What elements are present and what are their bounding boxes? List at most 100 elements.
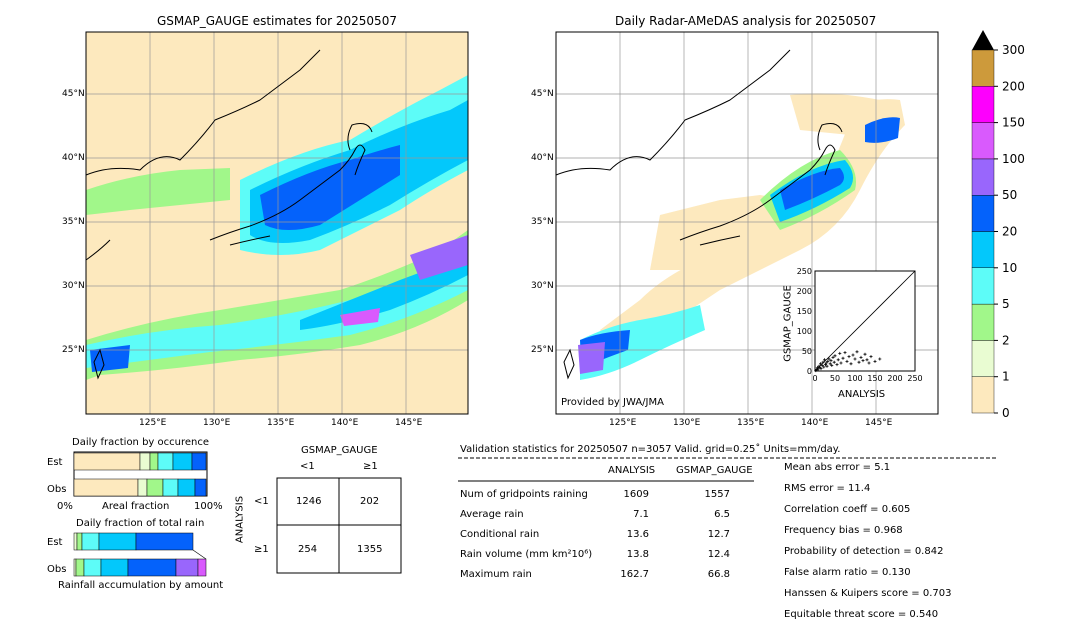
scatter-point bbox=[821, 360, 825, 364]
validation-row-gsmap: 12.7 bbox=[707, 529, 730, 540]
scatter-point bbox=[823, 358, 827, 362]
right-coastlines bbox=[555, 49, 843, 380]
scatter-x-tick: 0 bbox=[812, 374, 817, 383]
left-map bbox=[85, 31, 469, 415]
total-rain-obs-bar bbox=[73, 558, 207, 577]
scatter-point bbox=[857, 360, 861, 364]
validation-col-rule bbox=[458, 480, 754, 482]
data-credit: Provided by JWA/JMA bbox=[561, 397, 664, 408]
colorbar-label: 0 bbox=[1002, 406, 1010, 420]
scatter-point bbox=[819, 362, 823, 366]
colorbar-swatch bbox=[971, 376, 995, 414]
colorbar-label: 5 bbox=[1002, 297, 1010, 311]
right-lat-25: 25°N bbox=[531, 345, 554, 355]
scatter-point bbox=[832, 360, 836, 364]
left-lon-130: 130°E bbox=[203, 418, 231, 428]
scatter-point bbox=[820, 363, 824, 367]
scatter-point bbox=[819, 367, 823, 371]
left-lat-40: 40°N bbox=[62, 153, 85, 163]
scatter-point bbox=[851, 353, 855, 357]
scatter-point bbox=[825, 364, 829, 368]
scatter-x-tick: 50 bbox=[830, 374, 840, 383]
colorbar-label: 300 bbox=[1002, 43, 1025, 57]
contingency-grid bbox=[276, 477, 402, 574]
scatter-y-tick: 250 bbox=[797, 267, 812, 276]
colorbar-swatch bbox=[971, 122, 995, 160]
validation-row-label: Rain volume (mm km²10⁶) bbox=[460, 549, 593, 560]
scatter-point bbox=[878, 357, 882, 361]
validation-row-analysis: 13.8 bbox=[626, 549, 649, 560]
occurrence-axis-left: 0% bbox=[57, 501, 73, 512]
colorbar-swatch bbox=[971, 340, 995, 377]
scatter-y-tick: 50 bbox=[802, 347, 812, 356]
scatter-point bbox=[847, 355, 851, 359]
colorbar-label: 20 bbox=[1002, 225, 1017, 239]
occurrence-est-label: Est bbox=[47, 457, 63, 468]
scatter-x-tick: 250 bbox=[907, 374, 922, 383]
contingency-side-label: ANALYSIS bbox=[234, 495, 246, 544]
scatter-y-tick: 0 bbox=[807, 367, 812, 376]
scatter-point bbox=[830, 363, 834, 367]
right-lat-30: 30°N bbox=[531, 281, 554, 291]
right-lat-40: 40°N bbox=[531, 153, 554, 163]
scatter-point bbox=[815, 368, 819, 372]
left-coastlines bbox=[85, 49, 373, 380]
scatter-point bbox=[833, 354, 837, 358]
occurrence-est-bar bbox=[73, 452, 207, 471]
total-rain-title: Daily fraction of total rain bbox=[76, 518, 205, 529]
colorbar-label: 200 bbox=[1002, 79, 1025, 93]
scatter-point bbox=[822, 365, 826, 369]
scatter-point bbox=[839, 361, 843, 365]
contingency-col-lt1: <1 bbox=[300, 461, 315, 472]
scatter-point bbox=[827, 357, 831, 361]
scatter-point bbox=[823, 363, 827, 367]
contingency-row-ge1: ≥1 bbox=[254, 544, 269, 555]
validation-row-analysis: 7.1 bbox=[633, 509, 649, 520]
scatter-point bbox=[841, 356, 845, 360]
scatter-point bbox=[843, 351, 847, 355]
scatter-point bbox=[869, 355, 873, 359]
validation-score: Mean abs error = 5.1 bbox=[784, 462, 891, 473]
right-map-title: Daily Radar-AMeDAS analysis for 20250507 bbox=[615, 14, 877, 28]
validation-row-label: Maximum rain bbox=[460, 569, 532, 580]
scatter-point bbox=[845, 359, 849, 363]
colorbar-swatch bbox=[971, 86, 995, 123]
right-rain-field bbox=[578, 93, 905, 380]
contingency-top-label: GSMAP_GAUGE bbox=[301, 445, 378, 456]
scatter-x-tick: 200 bbox=[887, 374, 902, 383]
left-lat-45: 45°N bbox=[62, 89, 85, 99]
scatter-point bbox=[873, 359, 877, 363]
validation-row-label: Average rain bbox=[460, 509, 524, 520]
colorbar-label: 150 bbox=[1002, 116, 1025, 130]
left-gridlines bbox=[86, 32, 468, 414]
scatter-point bbox=[824, 361, 828, 365]
left-lon-140: 140°E bbox=[331, 418, 359, 428]
scatter-x-tick: 100 bbox=[847, 374, 862, 383]
scatter-x-tick: 150 bbox=[867, 374, 882, 383]
colorbar-extend-triangle bbox=[972, 30, 994, 50]
colorbar-swatch bbox=[971, 267, 995, 305]
scatter-ylabel: GSMAP_GAUGE bbox=[782, 285, 794, 362]
scatter-point bbox=[829, 359, 833, 363]
validation-row-gsmap: 1557 bbox=[704, 489, 730, 500]
scatter-point bbox=[838, 351, 842, 355]
validation-row-gsmap: 6.5 bbox=[714, 509, 730, 520]
left-lon-125: 125°E bbox=[139, 418, 167, 428]
colorbar-label: 1 bbox=[1002, 370, 1010, 384]
scatter-plot: 00 50 50 100 100 150 150 200 200 250 250 bbox=[797, 267, 923, 383]
scatter-point bbox=[849, 362, 853, 366]
scatter-point bbox=[836, 358, 840, 362]
left-lat-25: 25°N bbox=[62, 345, 85, 355]
right-map bbox=[555, 31, 939, 415]
colorbar-swatch bbox=[971, 194, 995, 232]
scatter-point bbox=[835, 363, 839, 367]
contingency-cell-1-2: 202 bbox=[360, 496, 380, 507]
total-rain-obs-label: Obs bbox=[47, 564, 67, 575]
colorbar-label: 100 bbox=[1002, 152, 1025, 166]
validation-score: Frequency bias = 0.968 bbox=[784, 525, 903, 536]
validation-row-label: Num of gridpoints raining bbox=[460, 489, 588, 500]
contingency-cell-2-1: 254 bbox=[298, 544, 318, 555]
left-lat-30: 30°N bbox=[62, 281, 85, 291]
scatter-y-tick: 100 bbox=[797, 327, 812, 336]
scatter-point bbox=[861, 359, 865, 363]
